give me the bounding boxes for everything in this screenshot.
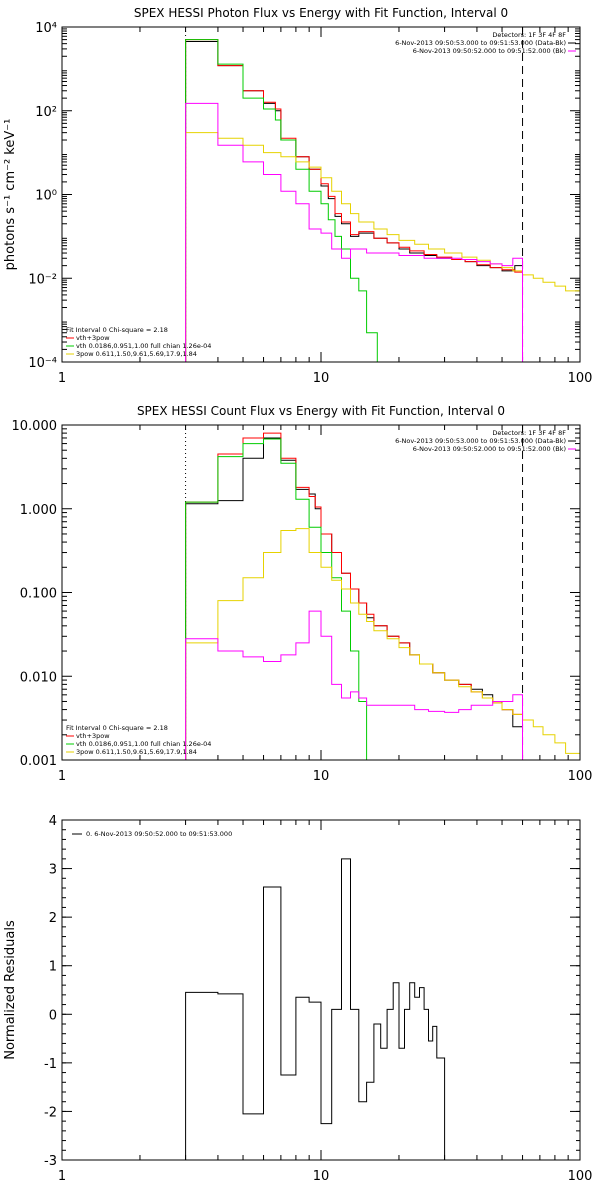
x-tick-label: 100 xyxy=(568,1169,593,1184)
y-tick-label: -1 xyxy=(44,1057,57,1072)
legend-bottom-line: 3pow 0.611,1.50,9.61,5.69,17.9,1.84 xyxy=(76,350,197,358)
y-tick-label: 10⁴ xyxy=(35,21,57,36)
y-tick-label: 10.000 xyxy=(12,419,58,434)
plot-area xyxy=(185,39,580,362)
plot-area xyxy=(185,432,580,760)
y-axis-label: Normalized Residuals xyxy=(3,920,18,1060)
series-vth-3pow xyxy=(185,432,523,760)
legend-bottom-line: vth 0.0186,0.951,1.00 full chian 1.26e-0… xyxy=(76,740,211,748)
series-vth xyxy=(185,39,388,362)
x-tick-label: 1 xyxy=(58,769,66,784)
series-data-bk xyxy=(185,41,523,362)
series-3pow xyxy=(185,528,580,760)
y-tick-label: 3 xyxy=(49,863,57,878)
y-tick-label: 1.000 xyxy=(20,503,57,518)
legend-top-line: Detectors: 1F 3F 4F 8F xyxy=(492,31,566,39)
y-tick-label: 1 xyxy=(49,960,57,975)
series-data-bk xyxy=(185,437,523,760)
legend-bottom-line: vth+3pow xyxy=(76,334,110,342)
legend-top-line: 6-Nov-2013 09:50:53.000 to 09:51:53.000 … xyxy=(395,437,566,445)
y-tick-label: 0.010 xyxy=(20,670,57,685)
x-tick-label: 100 xyxy=(568,371,593,386)
x-tick-label: 1 xyxy=(58,1169,66,1184)
series-vth xyxy=(185,438,374,760)
plot-frame xyxy=(61,424,581,761)
photon-flux-panel: SPEX HESSI Photon Flux vs Energy with Fi… xyxy=(3,6,592,386)
y-axis-label: photons s⁻¹ cm⁻² keV⁻¹ xyxy=(3,119,18,271)
legend-line: 0. 6-Nov-2013 09:50:52.000 to 09:51:53.0… xyxy=(86,830,232,838)
y-tick-label: 0 xyxy=(49,1008,57,1023)
series-bk xyxy=(185,102,523,362)
legend-top-line: 6-Nov-2013 09:50:52.000 to 09:51:52.000 … xyxy=(413,47,566,55)
series-bk xyxy=(185,610,523,760)
legend-bottom-line: vth 0.0186,0.951,1.00 full chian 1.26e-0… xyxy=(76,342,211,350)
y-tick-label: 0.001 xyxy=(20,754,57,769)
series-vth-3pow xyxy=(185,39,523,362)
y-tick-label: 10⁻⁴ xyxy=(28,356,57,371)
series-0- xyxy=(185,858,446,1160)
legend-top-line: Detectors: 1F 3F 4F 8F xyxy=(492,429,566,437)
y-tick-label: -2 xyxy=(44,1105,57,1120)
y-tick-label: -3 xyxy=(44,1154,57,1169)
legend-bottom-line: 3pow 0.611,1.50,9.61,5.69,17.9,1.84 xyxy=(76,748,197,756)
residuals-panel: Normalized Residuals 1 10 100 -3 -2 -1 0 1 2 3 4 0. … xyxy=(3,814,592,1184)
legend-top-line: 6-Nov-2013 09:50:52.000 to 09:51:52.000 … xyxy=(413,445,566,453)
x-tick-label: 100 xyxy=(568,769,593,784)
x-tick-label: 10 xyxy=(313,1169,330,1184)
chart-title: SPEX HESSI Photon Flux vs Energy with Fi… xyxy=(134,6,508,20)
legend-bottom-line: Fit Interval 0 Chi-square = 2.18 xyxy=(66,326,168,334)
legend-top-line: 6-Nov-2013 09:50:53.000 to 09:51:53.000 … xyxy=(395,39,566,47)
y-tick-label: 10⁰ xyxy=(35,189,57,204)
x-tick-label: 10 xyxy=(313,371,330,386)
legend-bottom-line: Fit Interval 0 Chi-square = 2.18 xyxy=(66,724,168,732)
y-tick-label: 0.100 xyxy=(20,587,57,602)
legend-bottom-line: vth+3pow xyxy=(76,732,110,740)
y-tick-label: 2 xyxy=(49,911,57,926)
chart-title: SPEX HESSI Count Flux vs Energy with Fit… xyxy=(137,404,505,418)
series-3pow xyxy=(185,132,580,362)
count-flux-panel: SPEX HESSI Count Flux vs Energy with Fit… xyxy=(12,404,593,784)
plot-frame xyxy=(61,819,581,1161)
y-tick-label: 4 xyxy=(49,814,57,829)
y-tick-label: 10² xyxy=(35,105,57,120)
y-tick-label: 10⁻² xyxy=(28,272,57,287)
plot-frame xyxy=(61,26,581,363)
x-tick-label: 10 xyxy=(313,769,330,784)
plot-area xyxy=(185,858,446,1160)
x-tick-label: 1 xyxy=(58,371,66,386)
